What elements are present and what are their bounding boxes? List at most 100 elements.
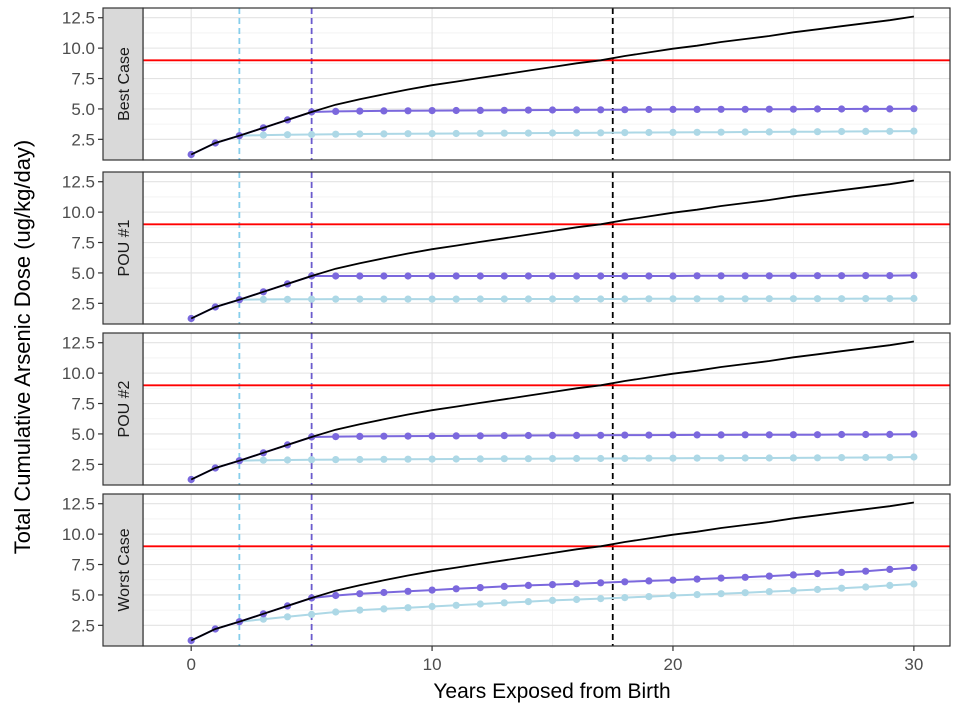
series-year2-point [524, 129, 533, 137]
series-year2-point [404, 130, 412, 138]
series-year5-point [645, 105, 653, 114]
baseline-line [190, 179, 915, 320]
series-year5-point [645, 577, 653, 585]
series-year5-point [621, 106, 629, 114]
strip-background [102, 493, 144, 647]
series-year5-point [428, 272, 436, 280]
series-year5-point [621, 272, 629, 280]
series-year2-point [308, 610, 316, 619]
series-year2-point [332, 608, 340, 616]
x-tick-label: 30 [904, 655, 923, 674]
y-tick-label: 2.5 [71, 130, 95, 149]
strip-background [102, 7, 144, 161]
series-year2-point [283, 456, 292, 464]
series-year2-point [524, 455, 533, 463]
series-year2-point [428, 130, 436, 138]
series-year2-point [356, 130, 364, 138]
series-year5-point [886, 105, 894, 113]
y-tick-label: 10.0 [62, 525, 95, 544]
series-year2-point [404, 455, 412, 463]
series-year5-point [910, 430, 918, 438]
series-year5-point [548, 431, 557, 439]
panel-background [143, 494, 950, 646]
series-year2-point [669, 591, 677, 600]
strip-background [102, 171, 144, 325]
series-year5-point [187, 314, 195, 323]
series-year2-point [283, 613, 292, 621]
series-year2-point [500, 455, 508, 463]
series-year5-point [548, 581, 557, 589]
series-year2-point [597, 129, 605, 137]
series-year2-point [717, 295, 725, 303]
series-year2-point [452, 129, 460, 138]
series-year2-point [741, 589, 749, 597]
series-year2-point [404, 604, 412, 612]
series-year5-point [500, 106, 508, 114]
strip-label: Best Case [116, 47, 133, 121]
series-year2-point [597, 454, 605, 463]
series-year5-point [669, 272, 677, 280]
y-tick-label: 7.5 [71, 395, 95, 414]
series-year5-point [645, 272, 653, 280]
series-year5-point [862, 430, 870, 439]
series-year5-point [693, 272, 701, 280]
series-year2-point [838, 127, 846, 136]
series-year2-point [621, 295, 629, 303]
series-year5-point [476, 106, 484, 114]
series-year2-point [645, 454, 653, 462]
series-year5-point [356, 107, 364, 115]
series-year5-point [452, 585, 460, 593]
series-year2-point [910, 580, 918, 588]
series-year2-point [259, 295, 267, 303]
series-year2-point [813, 295, 822, 303]
series-year2-point [838, 295, 846, 303]
y-tick-label: 5.0 [71, 425, 95, 444]
panel-worst-case: Worst Case 2.5 5.0 7.5 10.0 12.5 [62, 493, 951, 647]
series-year2-point [332, 456, 340, 464]
series-year2-point [910, 453, 918, 461]
series-year2-point [886, 295, 894, 303]
series-year5-point [332, 591, 340, 600]
series-year5-point [765, 572, 773, 580]
series-year5-point [452, 432, 460, 440]
series-year5-point [910, 271, 918, 279]
series-year2-point [813, 128, 822, 136]
series-year5-point [838, 568, 846, 577]
series-year2-point [500, 295, 508, 303]
series-year2-point [452, 601, 460, 609]
series-year5-point [573, 580, 581, 588]
series-year2-point [886, 127, 894, 135]
series-year2-point [862, 127, 870, 135]
series-year2-point [548, 596, 557, 605]
series-year2-point [283, 131, 292, 139]
series-year5-point [187, 150, 195, 159]
series-year5-point [741, 105, 749, 113]
series-year5-point [597, 579, 605, 587]
series-year5-point [476, 584, 484, 592]
series-year5-point [765, 272, 773, 280]
series-year5-point [380, 107, 388, 115]
series-year2-point [476, 600, 484, 608]
y-tick-label: 2.5 [71, 455, 95, 474]
series-year5-point [356, 272, 364, 280]
y-tick-label: 10.0 [62, 364, 95, 383]
series-year2-point [910, 127, 918, 135]
series-year5-point [669, 431, 677, 439]
series-year2-point [380, 130, 388, 138]
y-tick-label: 12.5 [62, 9, 95, 28]
series-year2-point [645, 295, 653, 303]
series-year5-point [789, 272, 798, 280]
series-year5-point [476, 432, 484, 440]
series-year5-point [500, 272, 508, 280]
series-year2-point [910, 294, 918, 303]
series-year5-point [862, 272, 870, 280]
series-year2-point [332, 295, 340, 303]
series-year5-point [332, 433, 340, 441]
y-tick-label: 7.5 [71, 234, 95, 253]
series-year5-point [765, 105, 773, 113]
series-year2-point [789, 295, 798, 303]
series-year5-point [428, 432, 436, 440]
series-year2-point [308, 130, 316, 139]
